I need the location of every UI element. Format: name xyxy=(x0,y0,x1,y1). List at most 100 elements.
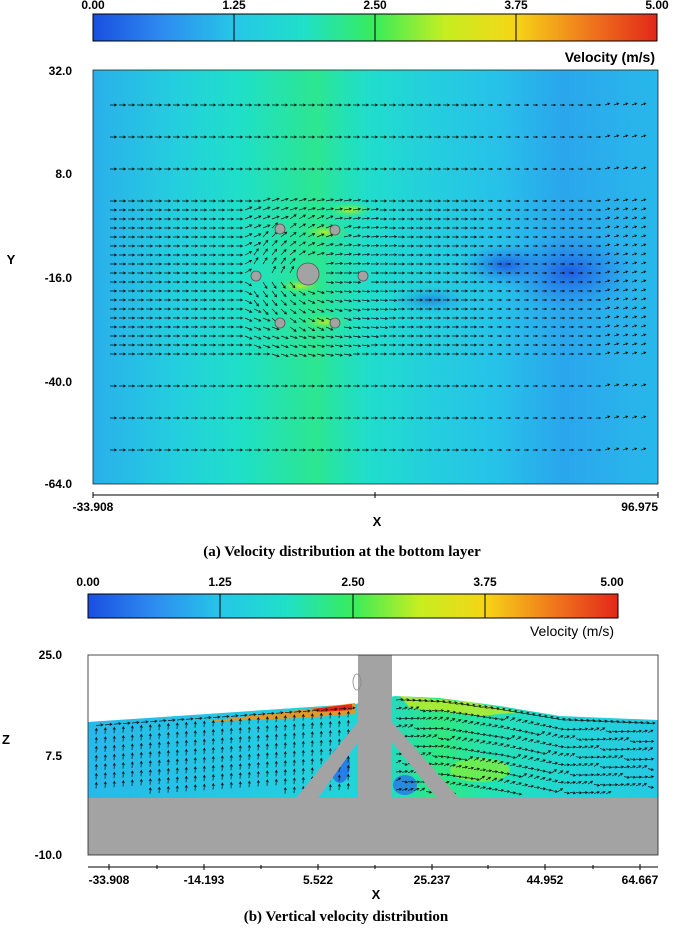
vector-a-660 xyxy=(164,271,172,275)
vector-a-1411 xyxy=(578,448,584,452)
vector-b-199 xyxy=(292,759,296,767)
vector-a-148 xyxy=(362,167,370,171)
vector-a-337 xyxy=(443,217,451,221)
vector-b-155 xyxy=(247,780,251,788)
vector-a-559 xyxy=(307,251,316,256)
vector-a-898 xyxy=(244,308,253,313)
vector-b-422 xyxy=(479,786,487,790)
vector-b-263 xyxy=(395,697,404,702)
vector-b-371 xyxy=(449,781,456,785)
vector-a-302 xyxy=(128,217,136,221)
vector-b-596 xyxy=(593,762,600,767)
vector-a-438 xyxy=(289,232,297,238)
vector-a-1162 xyxy=(497,343,503,347)
vector-a-403 xyxy=(515,226,521,230)
vector-b-112 xyxy=(211,719,215,727)
vector-a-963 xyxy=(298,317,307,323)
vector-a-382 xyxy=(316,224,325,229)
vector-a-894 xyxy=(209,307,217,311)
vector-a-273 xyxy=(407,208,415,212)
vector-b-417 xyxy=(479,740,486,744)
vector-a-49 xyxy=(551,103,557,107)
vector-a-455 xyxy=(452,235,460,239)
vector-a-1294 xyxy=(604,383,611,387)
vector-a-358 xyxy=(631,216,638,220)
vector-a-1165 xyxy=(524,343,530,347)
vector-a-1385 xyxy=(344,448,352,452)
vector-a-1148 xyxy=(371,343,379,347)
vector-a-233 xyxy=(587,199,593,203)
vector-a-1328 xyxy=(371,416,379,420)
vector-a-508 xyxy=(388,244,398,248)
vector-a-406 xyxy=(542,226,548,230)
vector-a-1383 xyxy=(326,448,334,452)
vector-a-364 xyxy=(146,226,154,230)
vector-a-614 xyxy=(262,257,268,265)
vector-b-424 xyxy=(485,716,493,720)
vector-a-1128 xyxy=(191,343,199,347)
vector-b-36 xyxy=(130,752,134,760)
vector-b-442 xyxy=(491,787,499,791)
vector-b-620 xyxy=(611,737,618,741)
vector-b-398 xyxy=(467,748,475,752)
vector-b-368 xyxy=(449,756,457,760)
vector-a-769 xyxy=(164,289,172,293)
vector-a-1279 xyxy=(470,384,478,388)
vector-a-190 xyxy=(200,199,208,203)
vector-a-373 xyxy=(227,226,235,230)
vector-b-46 xyxy=(139,769,143,777)
vector-a-1029 xyxy=(379,326,389,330)
vector-a-395 xyxy=(443,226,451,230)
vector-a-1321 xyxy=(308,416,316,420)
vector-a-432 xyxy=(236,235,244,239)
vector-b-286 xyxy=(407,706,414,710)
vector-a-1164 xyxy=(515,343,521,347)
vector-a-539 xyxy=(128,253,136,257)
vector-a-8 xyxy=(182,103,190,107)
vector-b-148 xyxy=(247,717,251,725)
vector-b-317 xyxy=(419,787,426,792)
vector-a-1151 xyxy=(398,343,406,347)
vector-a-759 xyxy=(613,279,620,283)
vector-a-877 xyxy=(596,298,602,302)
vector-a-824 xyxy=(119,298,127,302)
vector-b-143 xyxy=(238,754,242,761)
vector-a-649 xyxy=(604,261,611,265)
vector-a-24 xyxy=(326,103,334,107)
vector-b-428 xyxy=(486,751,493,755)
vector-b-24 xyxy=(122,721,131,725)
vector-a-557 xyxy=(289,249,297,256)
vector-b-623 xyxy=(612,765,619,769)
vector-a-949 xyxy=(164,316,172,320)
vector-a-145 xyxy=(335,167,343,171)
vector-a-426 xyxy=(182,235,190,239)
vector-a-1329 xyxy=(380,416,388,420)
vector-a-1287 xyxy=(542,384,548,388)
vector-a-1390 xyxy=(389,448,397,452)
vector-a-677 xyxy=(371,271,380,275)
vector-a-987 xyxy=(524,316,530,320)
vector-b-433 xyxy=(491,706,500,710)
vector-a-1238 xyxy=(640,351,647,355)
vector-a-1284 xyxy=(515,384,521,388)
caption-a: (a) Velocity distribution at the bottom … xyxy=(203,544,481,560)
vector-a-784 xyxy=(298,290,306,296)
vector-a-654 xyxy=(110,271,118,275)
vector-a-998 xyxy=(622,315,629,319)
vector-a-16 xyxy=(254,103,262,107)
vector-a-595 xyxy=(631,252,638,256)
vector-a-321 xyxy=(298,214,307,220)
vector-a-973 xyxy=(398,316,406,320)
vector-a-1077 xyxy=(271,335,280,340)
vector-b-159 xyxy=(256,734,260,742)
vector-b-376 xyxy=(455,729,463,733)
vector-a-69 xyxy=(191,135,199,139)
vector-b-621 xyxy=(611,747,619,751)
vector-b-158 xyxy=(256,725,260,733)
vector-b-253 xyxy=(347,706,356,710)
vector-b-118 xyxy=(211,773,215,781)
vector-a-718 xyxy=(200,280,208,284)
vector-a-1204 xyxy=(334,353,343,357)
vector-a-1401 xyxy=(488,448,494,452)
